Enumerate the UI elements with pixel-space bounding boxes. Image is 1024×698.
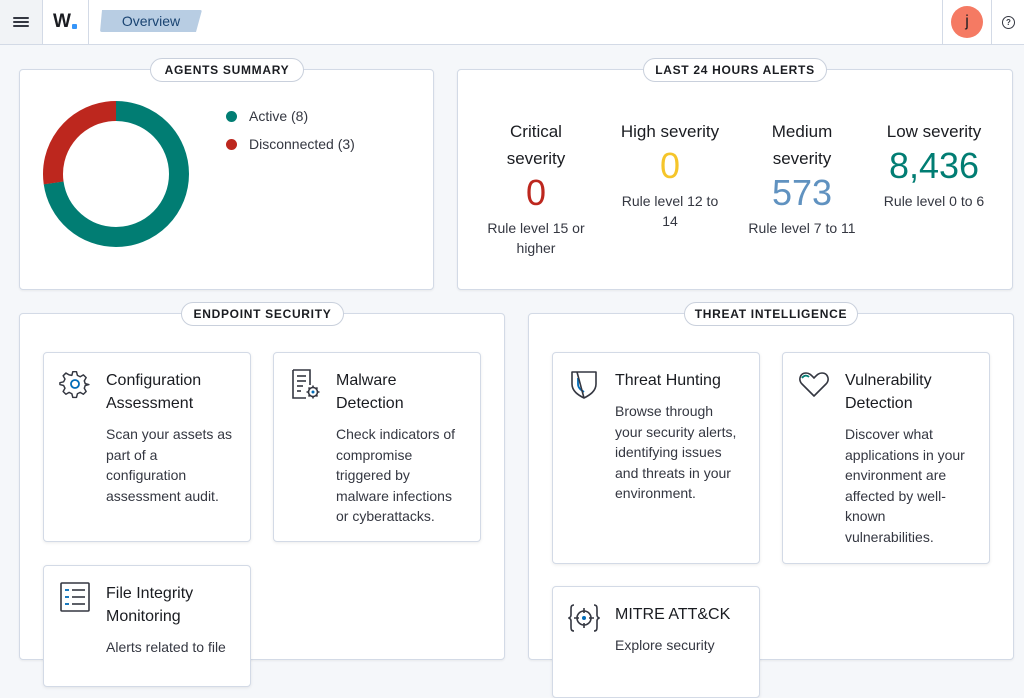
malware-document-icon	[292, 369, 320, 399]
file-list-icon	[60, 582, 90, 612]
card-description: Browse through your security alerts, ident…	[615, 403, 737, 501]
user-menu[interactable]: j	[942, 0, 991, 44]
card-title: MITRE ATT&CK	[615, 606, 731, 623]
severity-rule: Rule level 15 or higher	[487, 220, 585, 256]
help-button[interactable]: ?	[991, 0, 1024, 44]
mitre-attack-card[interactable]: MITRE ATT&CK Explore security	[552, 586, 760, 698]
severity-label: Critical severity	[506, 122, 566, 168]
card-title: Vulnerability Detection	[845, 372, 932, 412]
critical-severity[interactable]: Critical severity 0 Rule level 15 or highe…	[466, 118, 606, 258]
card-title: Malware Detection	[336, 372, 404, 412]
top-header: W Overview j ?	[0, 0, 1024, 45]
legend-dot-disconnected	[226, 138, 237, 150]
shield-icon	[571, 371, 597, 399]
severity-count[interactable]: 0	[525, 172, 547, 213]
vulnerability-detection-card[interactable]: Vulnerability Detection Discover what appl…	[782, 352, 990, 564]
severity-rule: Rule level 0 to 6	[883, 193, 985, 209]
breadcrumb-overview[interactable]: Overview	[100, 10, 202, 32]
severity-label: Low severity	[886, 122, 982, 141]
card-description: Discover what applications in your environ…	[845, 426, 965, 545]
legend-dot-active	[226, 110, 237, 122]
severity-rule: Rule level 7 to 11	[748, 220, 856, 236]
alerts-panel: Critical severity 0 Rule level 15 or highe…	[457, 69, 1013, 290]
legend-label-active: Active (8)	[249, 108, 309, 124]
heart-shield-icon	[799, 372, 829, 397]
low-severity[interactable]: Low severity 8,436 Rule level 0 to 6	[864, 118, 1004, 211]
legend-label-disconnected: Disconnected (3)	[249, 136, 355, 152]
logo-text: W	[53, 11, 71, 32]
avatar[interactable]: j	[951, 6, 983, 38]
card-description: Scan your assets as part of a configuratio…	[106, 426, 233, 504]
file-integrity-monitoring-card[interactable]: File Integrity Monitoring Alerts related …	[43, 565, 251, 687]
card-description: Check indicators of compromise triggered b…	[336, 426, 456, 524]
high-severity[interactable]: High severity 0 Rule level 12 to 14	[600, 118, 740, 231]
malware-detection-card[interactable]: Malware Detection Check indicators of comp…	[273, 352, 481, 542]
legend-item-active[interactable]: Active (8)	[226, 108, 308, 124]
severity-label: Medium severity	[771, 122, 833, 168]
medium-severity[interactable]: Medium severity 573 Rule level 7 to 11	[732, 118, 872, 238]
threat-intelligence-title: THREAT INTELLIGENCE	[684, 302, 858, 326]
card-title: Threat Hunting	[615, 372, 721, 389]
severity-count[interactable]: 573	[771, 172, 833, 213]
gear-icon	[59, 370, 90, 399]
agents-donut-chart	[43, 101, 189, 247]
donut-segment-disconnected[interactable]	[43, 101, 189, 247]
target-icon	[568, 604, 600, 632]
legend-item-disconnected[interactable]: Disconnected (3)	[226, 136, 355, 152]
agents-summary-panel: Active (8) Disconnected (3)	[19, 69, 434, 290]
card-title: Configuration Assessment	[106, 372, 202, 412]
agents-summary-title: AGENTS SUMMARY	[150, 58, 304, 82]
severity-count[interactable]: 8,436	[888, 145, 980, 186]
severity-label: High severity	[620, 122, 720, 141]
endpoint-security-title: ENDPOINT SECURITY	[181, 302, 344, 326]
help-icon: ?	[1002, 15, 1015, 29]
alerts-title: LAST 24 HOURS ALERTS	[643, 58, 827, 82]
card-description: Explore security	[615, 637, 715, 653]
severity-rule: Rule level 12 to 14	[621, 193, 719, 229]
configuration-assessment-card[interactable]: Configuration Assessment Scan your assets…	[43, 352, 251, 542]
card-title: File Integrity Monitoring	[106, 585, 194, 625]
severity-count[interactable]: 0	[659, 145, 681, 186]
home-logo[interactable]: W	[42, 0, 89, 44]
card-description: Alerts related to file	[106, 639, 226, 655]
logo-dot-icon	[71, 24, 77, 29]
hamburger-icon	[13, 15, 29, 29]
menu-toggle-button[interactable]	[0, 0, 43, 44]
threat-hunting-card[interactable]: Threat Hunting Browse through your securi…	[552, 352, 760, 564]
